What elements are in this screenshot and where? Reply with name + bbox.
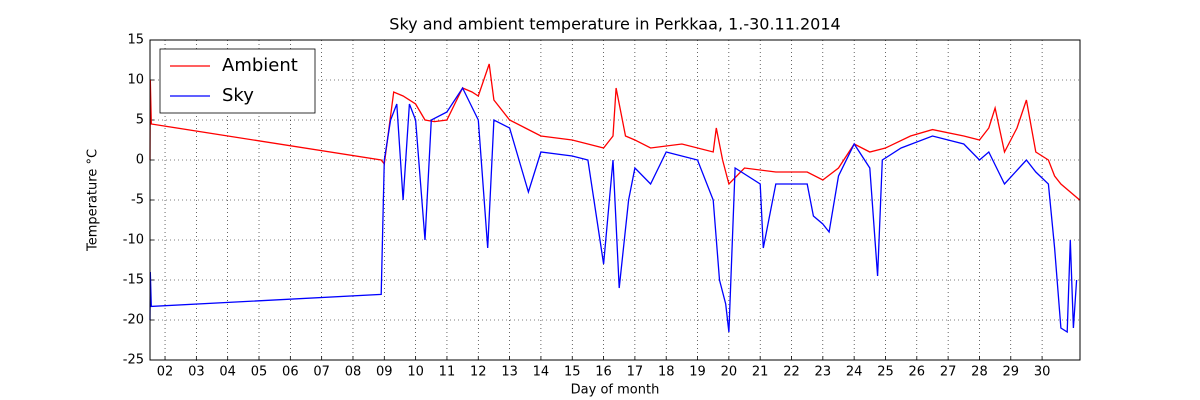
x-tick-label: 02 <box>157 365 174 380</box>
y-axis-label: Temperature °C <box>86 149 101 252</box>
x-tick-label: 17 <box>627 365 644 380</box>
y-tick-label: -10 <box>123 233 144 248</box>
x-tick-label: 25 <box>877 365 894 380</box>
chart-title: Sky and ambient temperature in Perkkaa, … <box>389 15 840 34</box>
x-tick-label: 03 <box>188 365 205 380</box>
y-tick-label: -20 <box>123 313 144 328</box>
x-tick-label: 26 <box>909 365 926 380</box>
x-tick-label: 27 <box>940 365 957 380</box>
data-line <box>149 86 1078 334</box>
y-tick-label: 10 <box>127 73 144 88</box>
x-tick-label: 22 <box>783 365 800 380</box>
x-tick-label: 19 <box>689 365 706 380</box>
x-tick-label: 07 <box>313 365 330 380</box>
x-tick-label: 24 <box>846 365 863 380</box>
x-tick-label: 20 <box>721 365 738 380</box>
x-tick-label: 18 <box>658 365 675 380</box>
x-tick-label: 29 <box>1003 365 1020 380</box>
legend-box <box>159 48 316 114</box>
x-tick-label: 30 <box>1034 365 1051 380</box>
y-tick-label: 5 <box>136 113 144 128</box>
x-tick-label: 21 <box>752 365 769 380</box>
y-tick-label: -15 <box>123 273 144 288</box>
y-tick-label: -25 <box>123 353 144 368</box>
plot-frame <box>149 39 1081 361</box>
y-tick-label: 0 <box>136 153 144 168</box>
x-tick-label: 05 <box>251 365 268 380</box>
x-axis-label: Day of month <box>571 383 660 398</box>
x-tick-label: 23 <box>815 365 832 380</box>
x-tick-label: 08 <box>345 365 362 380</box>
legend-label: Ambient <box>222 55 298 76</box>
x-tick-label: 09 <box>376 365 393 380</box>
x-tick-label: 13 <box>501 365 518 380</box>
y-tick-label: 15 <box>127 33 144 48</box>
x-tick-label: 11 <box>439 365 456 380</box>
x-tick-label: 06 <box>282 365 299 380</box>
x-tick-label: 15 <box>564 365 581 380</box>
x-tick-label: 04 <box>219 365 236 380</box>
x-tick-label: 10 <box>407 365 424 380</box>
y-tick-label: -5 <box>131 193 144 208</box>
x-tick-label: 16 <box>595 365 612 380</box>
x-tick-label: 12 <box>470 365 487 380</box>
legend-label: Sky <box>222 85 254 106</box>
x-tick-label: 14 <box>533 365 550 380</box>
data-line <box>149 63 1081 201</box>
x-tick-label: 28 <box>971 365 988 380</box>
